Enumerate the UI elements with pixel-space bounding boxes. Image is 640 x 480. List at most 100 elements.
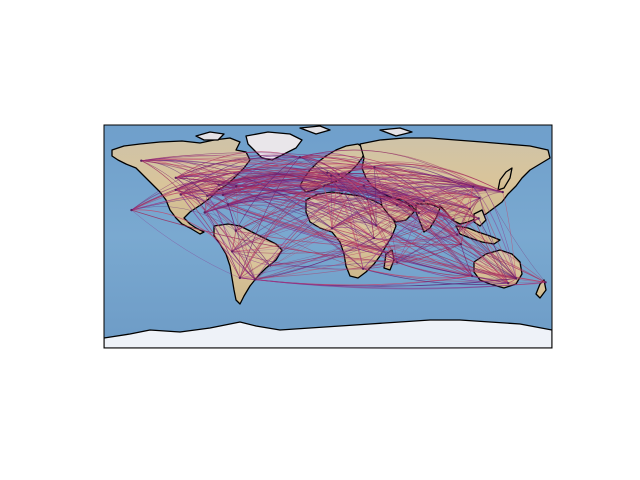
flight-route — [323, 181, 364, 187]
flight-route — [231, 195, 480, 252]
flight-route — [460, 186, 474, 245]
airport-marker — [217, 183, 220, 186]
flight-route — [299, 156, 375, 239]
flight-route — [299, 154, 470, 210]
japan-landmass — [497, 167, 513, 191]
flight-route — [231, 166, 375, 252]
flight-route — [204, 212, 236, 231]
airport-marker — [501, 190, 504, 194]
airport-marker — [484, 188, 487, 192]
flight-route — [331, 164, 486, 191]
flight-route — [228, 181, 375, 239]
flight-route — [204, 195, 454, 220]
flight-route — [131, 206, 236, 231]
flight-route — [423, 193, 480, 202]
airport-marker — [478, 196, 481, 200]
flight-route — [299, 149, 486, 191]
flight-route — [502, 192, 517, 279]
flight-route — [222, 178, 324, 196]
flight-route — [374, 166, 398, 206]
airport-marker — [140, 159, 143, 162]
flight-route — [255, 218, 479, 280]
flight-route — [131, 162, 375, 211]
flight-route — [472, 275, 517, 280]
flight-route — [175, 177, 241, 279]
flight-route — [141, 160, 256, 280]
airport-marker — [179, 193, 182, 196]
airport-marker — [326, 171, 329, 174]
airport-marker — [361, 267, 365, 270]
flight-route — [374, 166, 470, 210]
flight-route — [397, 262, 546, 283]
flight-route — [423, 200, 479, 219]
flight-route — [374, 167, 398, 263]
flight-route — [239, 189, 486, 279]
flight-route — [270, 218, 479, 266]
flight-route — [206, 195, 233, 252]
flight-route — [374, 167, 377, 226]
flight-route — [330, 175, 364, 269]
flight-route — [457, 197, 480, 235]
flight-route — [131, 175, 364, 211]
flight-route — [141, 155, 368, 200]
flight-route — [323, 186, 333, 229]
flight-route — [396, 204, 517, 279]
flight-route — [235, 186, 241, 278]
flight-route — [469, 191, 503, 210]
airport-marker — [422, 199, 426, 203]
flight-route — [141, 159, 333, 229]
flight-route — [236, 179, 454, 220]
flight-route — [332, 226, 375, 239]
flight-route — [222, 173, 503, 196]
flight-route — [469, 208, 509, 284]
flight-route — [374, 166, 458, 235]
flight-route — [239, 277, 546, 289]
airport-marker — [322, 185, 325, 188]
flight-route — [270, 262, 398, 270]
airport-marker — [459, 242, 462, 246]
flight-route — [270, 243, 461, 267]
flight-route — [141, 160, 241, 279]
flight-route — [331, 175, 462, 245]
flight-route — [180, 194, 256, 280]
flight-route — [255, 197, 480, 280]
airport-marker — [329, 174, 333, 177]
flight-route — [479, 197, 517, 279]
airport-marker — [515, 277, 518, 280]
flight-route — [338, 163, 503, 193]
flight-route — [478, 218, 517, 279]
flight-route — [397, 218, 479, 263]
flight-route — [374, 166, 419, 213]
flight-route — [299, 156, 368, 200]
airport-marker — [417, 211, 420, 214]
flight-route — [331, 227, 473, 277]
flight-route — [479, 197, 509, 284]
airport-marker — [373, 166, 376, 169]
flight-route — [376, 225, 473, 277]
flight-route — [331, 166, 375, 229]
flight-route — [363, 262, 398, 270]
flight-routes-layer — [131, 149, 546, 290]
flight-route — [366, 198, 517, 279]
flight-route — [331, 174, 340, 229]
airport-marker — [130, 208, 133, 212]
flight-route — [453, 197, 480, 220]
airport-marker — [230, 250, 234, 253]
flight-route — [207, 195, 473, 277]
flight-route — [207, 185, 454, 220]
flight-route — [478, 218, 509, 284]
airport-marker — [268, 264, 272, 267]
flight-route — [396, 189, 486, 263]
flight-route — [141, 160, 364, 270]
flight-route — [366, 199, 375, 239]
flight-route — [231, 230, 237, 252]
flight-route — [374, 166, 517, 279]
flight-route — [460, 197, 480, 245]
flight-route — [453, 215, 479, 220]
flight-route — [338, 174, 517, 279]
flight-route — [363, 218, 479, 270]
flight-route — [222, 192, 375, 239]
flight-route — [338, 174, 509, 284]
flight-route — [222, 194, 236, 231]
flight-route — [396, 212, 419, 263]
